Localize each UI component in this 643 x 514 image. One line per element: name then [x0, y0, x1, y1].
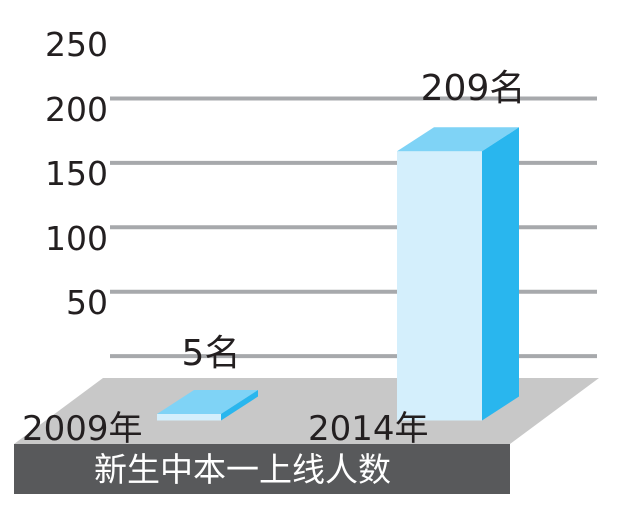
y-tick-label: 200 [45, 90, 108, 129]
y-tick-label: 100 [45, 219, 108, 258]
bar-front-face [397, 151, 482, 421]
x-category-label: 2009年 [22, 409, 143, 449]
bar-top-face [157, 390, 258, 415]
bar [157, 390, 258, 421]
bar [397, 127, 519, 421]
chart-title-band [14, 444, 510, 494]
bar-top-face [397, 127, 519, 152]
y-tick-label: 50 [66, 283, 108, 322]
bar-value-label: 209名 [421, 68, 526, 109]
chart-title: 新生中本一上线人数 [94, 450, 391, 489]
bar-front-face [157, 414, 221, 421]
x-category-label: 2014年 [308, 409, 429, 449]
bar-value-label: 5名 [182, 333, 241, 374]
y-tick-label: 150 [45, 154, 108, 193]
bar-side-face [221, 390, 258, 421]
y-axis-ticks: 50 100 150 200 250 [45, 25, 108, 322]
bars [157, 127, 519, 421]
y-tick-label: 250 [45, 25, 108, 64]
bar-side-face [482, 127, 519, 421]
grid-lines [110, 96, 597, 359]
